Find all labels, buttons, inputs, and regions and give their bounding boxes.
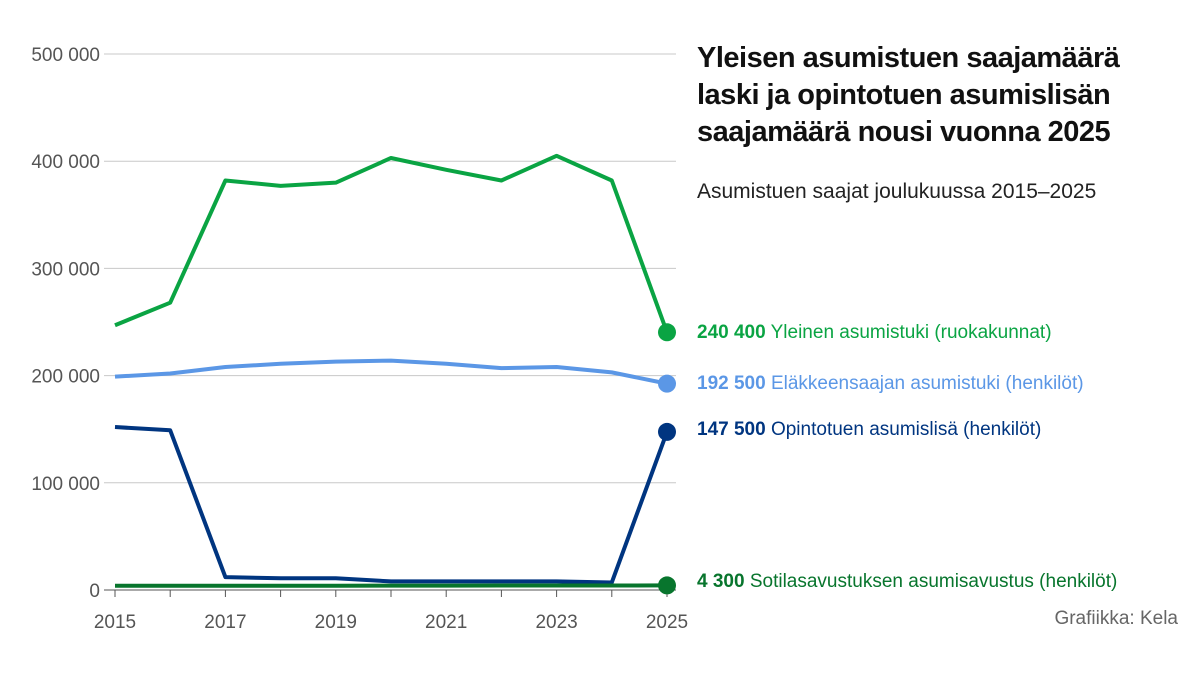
source-credit: Grafiikka: Kela	[1054, 608, 1178, 629]
chart-subtitle: Asumistuen saajat joulukuussa 2015–2025	[697, 180, 1097, 203]
end-value: 147 500	[697, 419, 766, 440]
y-tick-label: 300 000	[31, 259, 100, 280]
y-tick-label: 0	[89, 581, 100, 602]
y-tick-label: 100 000	[31, 474, 100, 495]
end-value: 192 500	[697, 373, 766, 394]
end-point-marker	[658, 576, 676, 595]
end-point-marker	[658, 323, 676, 342]
y-tick-label: 400 000	[31, 152, 100, 173]
series-end-label: 240 400 Yleinen asumistuki (ruokakunnat)	[697, 322, 1052, 344]
end-value: 4 300	[697, 571, 745, 592]
series-end-label: 192 500 Eläkkeensaajan asumistuki (henki…	[697, 373, 1084, 395]
x-tick-label: 2019	[315, 612, 357, 633]
series-line	[114, 153, 669, 333]
x-tick-label: 2023	[535, 612, 577, 633]
x-tick-label: 2025	[646, 612, 688, 633]
x-tick-label: 2017	[204, 612, 246, 633]
series-end-label: 147 500 Opintotuen asumislisä (henkilöt)	[697, 419, 1041, 441]
end-point-marker	[658, 374, 676, 393]
end-point-marker	[658, 422, 676, 441]
series-line	[114, 425, 669, 585]
x-tick-label: 2021	[425, 612, 467, 633]
end-value: 240 400	[697, 322, 766, 343]
chart-title: Yleisen asumistuen saajamäärä laski ja o…	[697, 42, 1120, 148]
y-tick-label: 500 000	[31, 45, 100, 66]
y-tick-label: 200 000	[31, 367, 100, 388]
series-name: Sotilasavustuksen asumisavustus (henkilö…	[744, 571, 1118, 592]
series-line	[114, 358, 668, 386]
series-name: Opintotuen asumislisä (henkilöt)	[765, 419, 1042, 440]
series-name: Yleinen asumistuki (ruokakunnat)	[765, 322, 1052, 343]
series-end-label: 4 300 Sotilasavustuksen asumisavustus (h…	[697, 571, 1117, 593]
x-tick-label: 2015	[94, 612, 136, 633]
series-name: Eläkkeensaajan asumistuki (henkilöt)	[765, 373, 1084, 394]
